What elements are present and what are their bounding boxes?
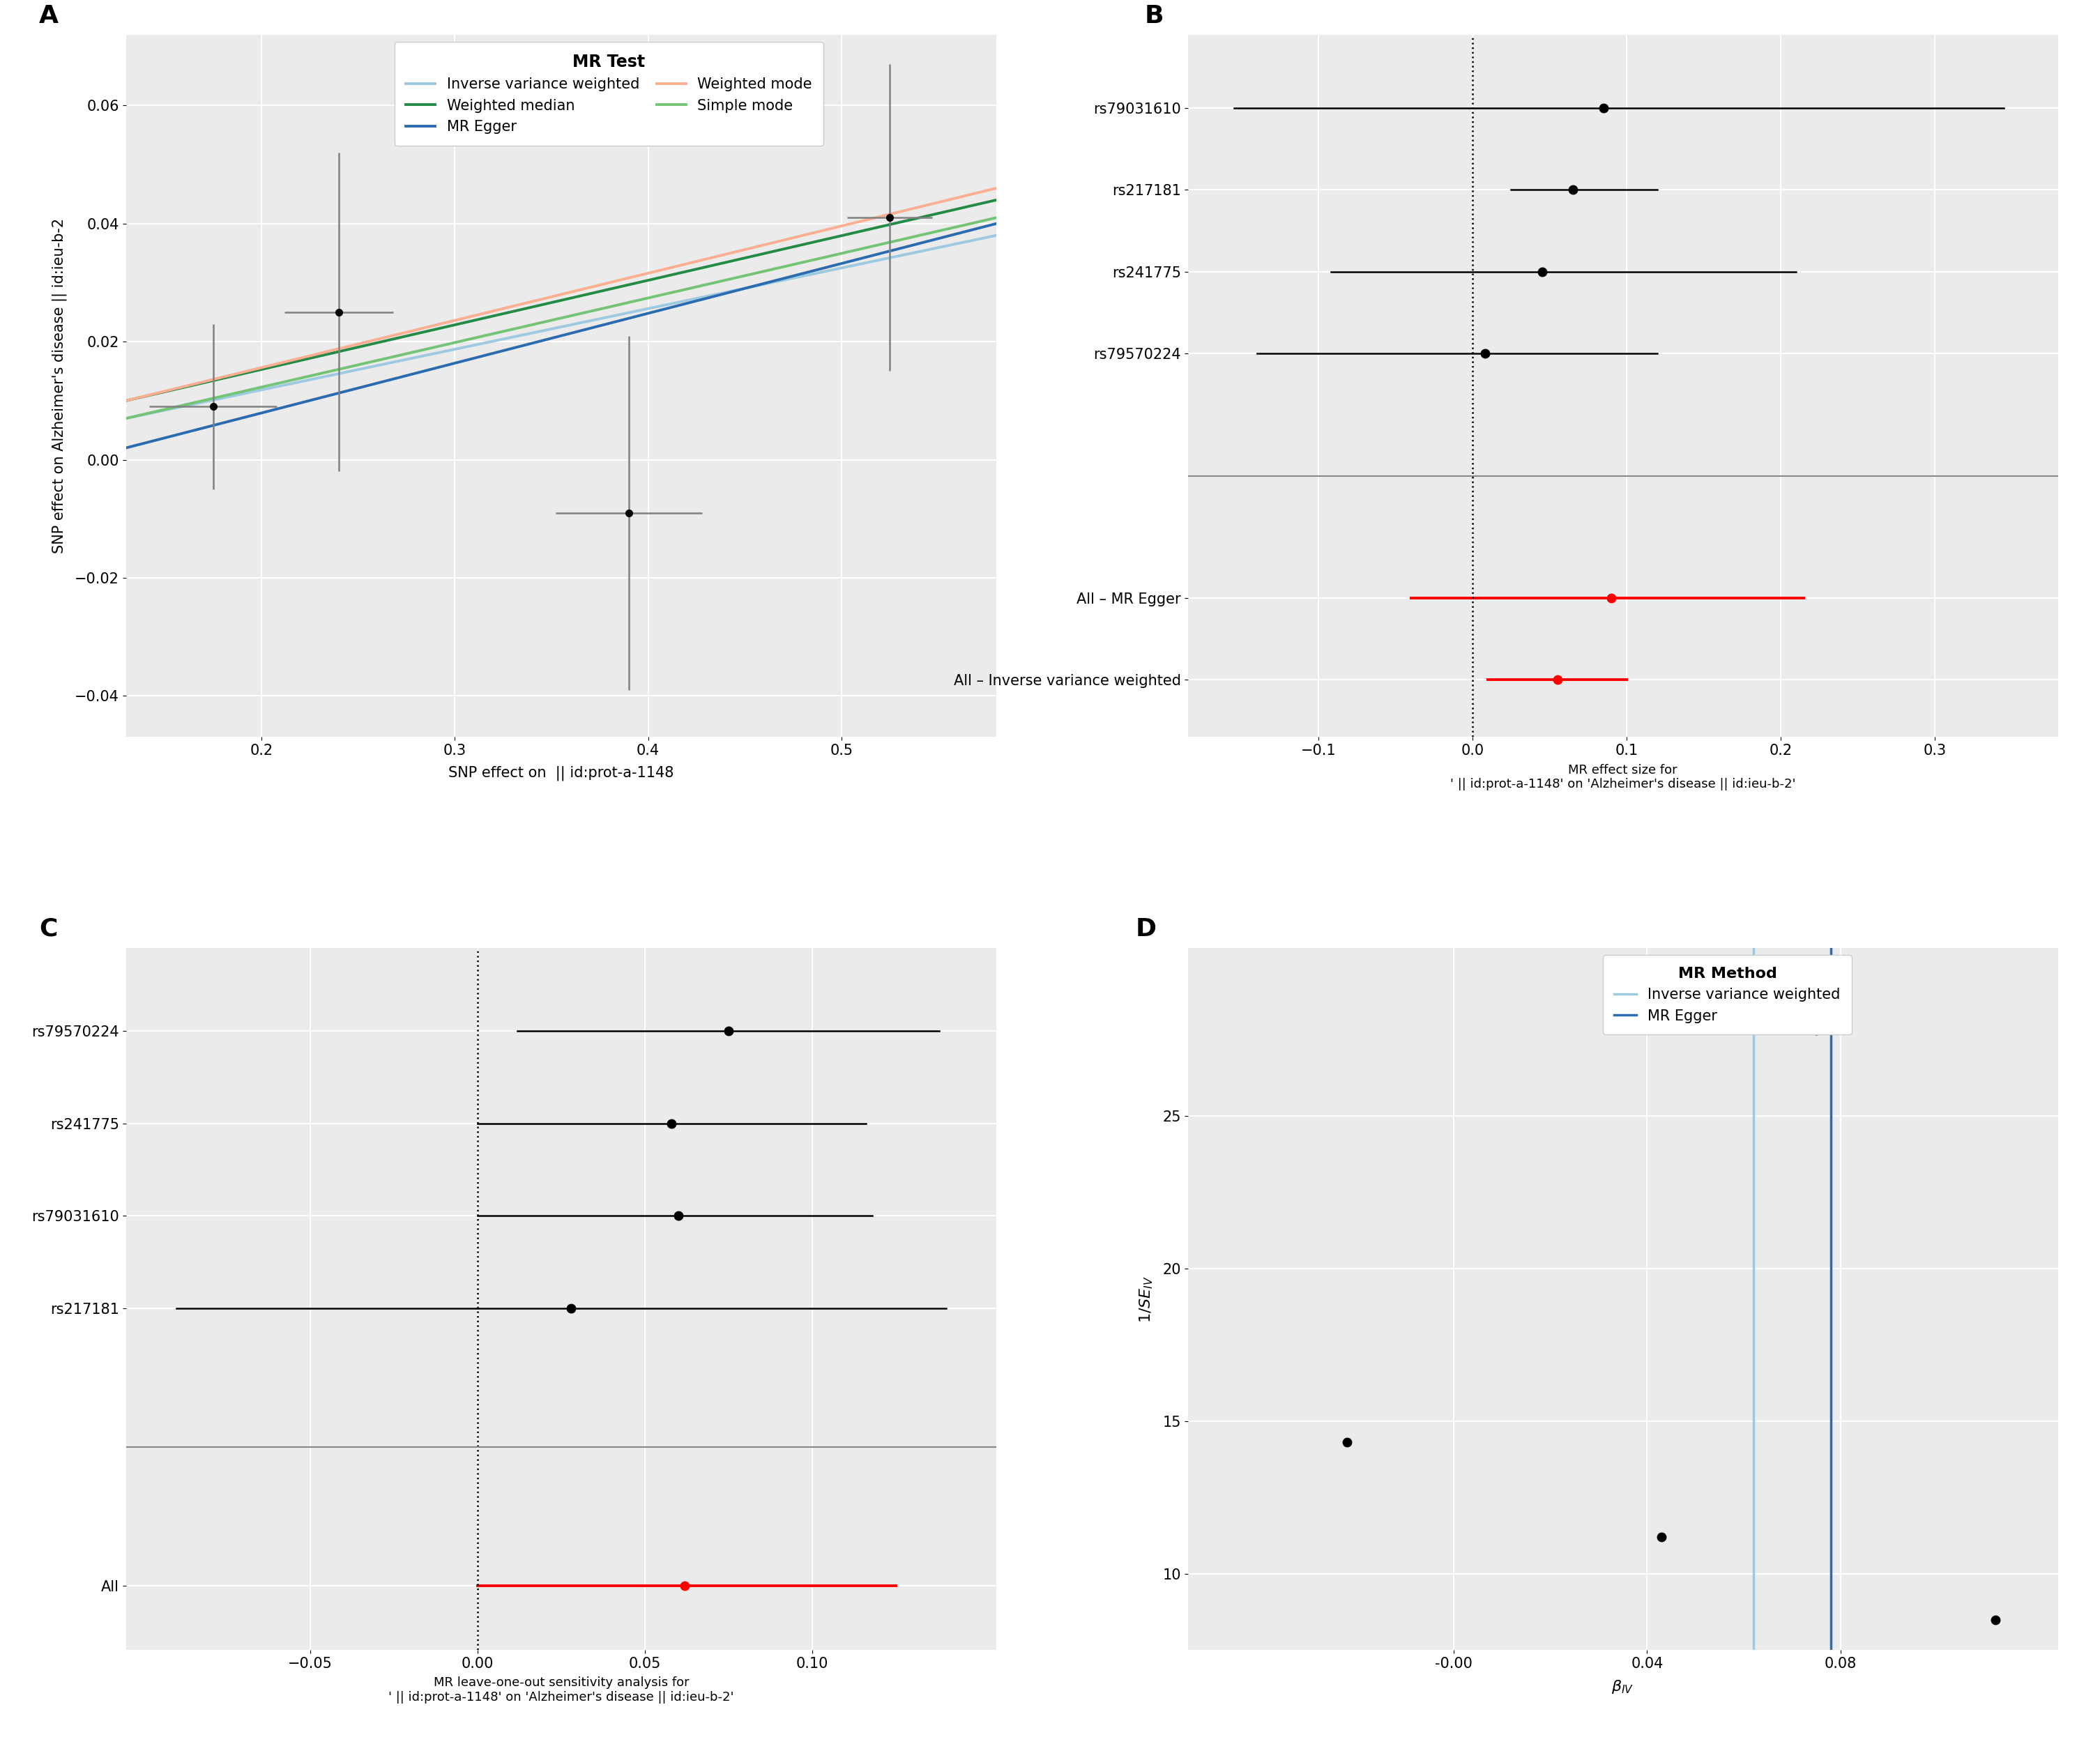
Text: A: A (40, 3, 59, 28)
Legend: Inverse variance weighted, Weighted median, MR Egger, Weighted mode, Simple mode: Inverse variance weighted, Weighted medi… (395, 42, 823, 146)
X-axis label: $\beta_{IV}$: $\beta_{IV}$ (1611, 1678, 1634, 1695)
Text: B: B (1145, 3, 1163, 28)
X-axis label: SNP effect on  || id:prot-a-1148: SNP effect on || id:prot-a-1148 (449, 766, 674, 780)
Text: D: D (1136, 917, 1157, 941)
Y-axis label: $1/SE_{IV}$: $1/SE_{IV}$ (1138, 1275, 1155, 1322)
Text: C: C (40, 917, 57, 941)
Legend: Inverse variance weighted, MR Egger: Inverse variance weighted, MR Egger (1602, 955, 1852, 1035)
Y-axis label: SNP effect on Alzheimer's disease || id:ieu-b-2: SNP effect on Alzheimer's disease || id:… (52, 219, 67, 554)
X-axis label: MR leave-one-out sensitivity analysis for
' || id:prot-a-1148' on 'Alzheimer's d: MR leave-one-out sensitivity analysis fo… (389, 1676, 733, 1704)
X-axis label: MR effect size for
' || id:prot-a-1148' on 'Alzheimer's disease || id:ieu-b-2': MR effect size for ' || id:prot-a-1148' … (1451, 764, 1796, 790)
